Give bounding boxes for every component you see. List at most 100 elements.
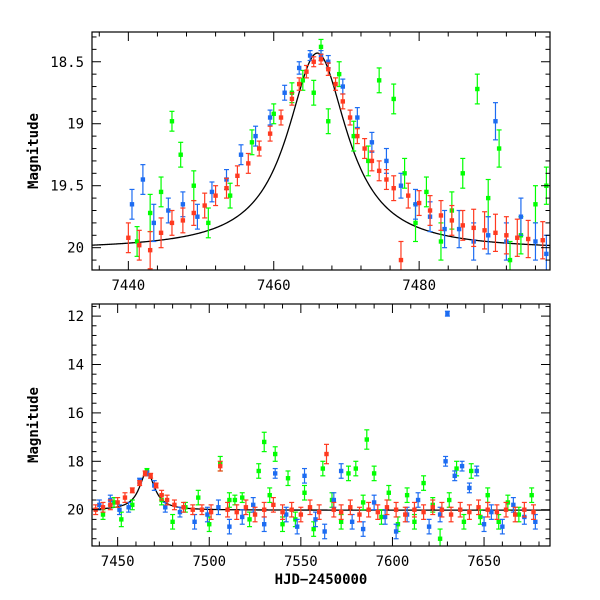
data-point [180, 202, 186, 207]
data-point [437, 536, 443, 541]
data-point [375, 509, 380, 515]
data-point [478, 514, 483, 520]
data-point [486, 233, 491, 238]
plot-frame [91, 303, 551, 547]
panel-bottom-data [92, 310, 550, 546]
data-point [296, 81, 302, 87]
data-point [129, 202, 135, 207]
data-point [443, 459, 448, 464]
x-tick-label: 7500 [192, 554, 226, 570]
data-point [196, 495, 201, 500]
model-curve [92, 52, 550, 247]
data-point [224, 185, 229, 191]
data-point [283, 512, 289, 517]
data-point [192, 519, 197, 524]
data-point [278, 115, 284, 120]
data-point [205, 512, 210, 517]
data-point [262, 507, 267, 512]
data-point [108, 502, 113, 508]
data-point [454, 466, 459, 471]
data-point [302, 490, 307, 495]
data-point [232, 497, 238, 503]
data-point [533, 519, 538, 524]
data-point [452, 473, 457, 479]
data-point [518, 214, 524, 219]
data-point [412, 519, 417, 524]
data-point [117, 507, 122, 512]
data-point [355, 115, 360, 120]
x-tick-label: 7460 [257, 278, 291, 294]
data-point [326, 59, 331, 64]
data-point [304, 69, 309, 74]
data-point [158, 230, 164, 236]
data-point [218, 463, 223, 469]
data-point [294, 524, 300, 529]
data-point [119, 517, 124, 522]
data-point [158, 189, 164, 195]
data-point [206, 220, 211, 226]
data-point [267, 115, 273, 120]
series-2 [93, 443, 537, 523]
data-point [147, 247, 153, 253]
data-point [115, 500, 120, 505]
data-point [273, 471, 278, 476]
data-point [100, 505, 106, 510]
data-point [126, 505, 131, 510]
data-point [252, 512, 258, 517]
data-point [253, 133, 258, 139]
data-point [111, 500, 117, 505]
data-point [371, 500, 377, 505]
data-point [307, 505, 313, 510]
data-point [134, 239, 140, 244]
y-axis-label: Magnitude [26, 387, 42, 463]
data-point [503, 507, 509, 512]
data-point [251, 502, 256, 508]
data-point [216, 505, 221, 510]
data-point [172, 502, 177, 508]
data-point [331, 507, 337, 512]
data-point [386, 490, 391, 495]
data-point [427, 208, 433, 213]
data-point [267, 492, 272, 498]
data-point [415, 497, 421, 503]
data-point [424, 189, 429, 195]
data-point [351, 133, 356, 139]
data-point [442, 226, 447, 232]
data-point [324, 451, 329, 457]
panel-top: 7440 7460 7480 18.5 19 19.5 20 Magnitude [26, 31, 551, 294]
data-point [346, 471, 351, 476]
data-point [235, 173, 240, 178]
y-axis-label: Magnitude [26, 113, 42, 189]
data-point [369, 140, 375, 145]
data-point [130, 502, 135, 508]
data-point [533, 239, 538, 244]
data-point [147, 210, 153, 216]
data-point [379, 514, 384, 520]
data-point [271, 502, 276, 508]
data-point [199, 507, 205, 512]
x-tick-label: 7480 [402, 278, 436, 294]
data-point [137, 480, 142, 486]
data-point [213, 193, 218, 198]
data-point [298, 512, 304, 517]
y-tick-label: 20 [67, 241, 84, 257]
data-point [227, 497, 232, 503]
data-point [382, 514, 388, 520]
data-point [311, 90, 316, 95]
data-point [208, 509, 214, 515]
data-point [246, 161, 251, 166]
data-point [209, 189, 215, 195]
data-point [164, 497, 170, 503]
data-point [340, 99, 346, 104]
data-point [362, 146, 367, 151]
data-point [240, 495, 245, 500]
data-point [169, 119, 175, 124]
panel-bottom: 7450 7500 7550 7600 7650 12 14 16 18 20 Magnitude H… [26, 303, 551, 588]
data-point [496, 519, 501, 524]
data-point [355, 133, 360, 139]
data-point [142, 471, 148, 476]
data-point [391, 96, 396, 102]
x-axis-label: HJD−2450000 [275, 572, 368, 588]
data-point [227, 524, 232, 529]
